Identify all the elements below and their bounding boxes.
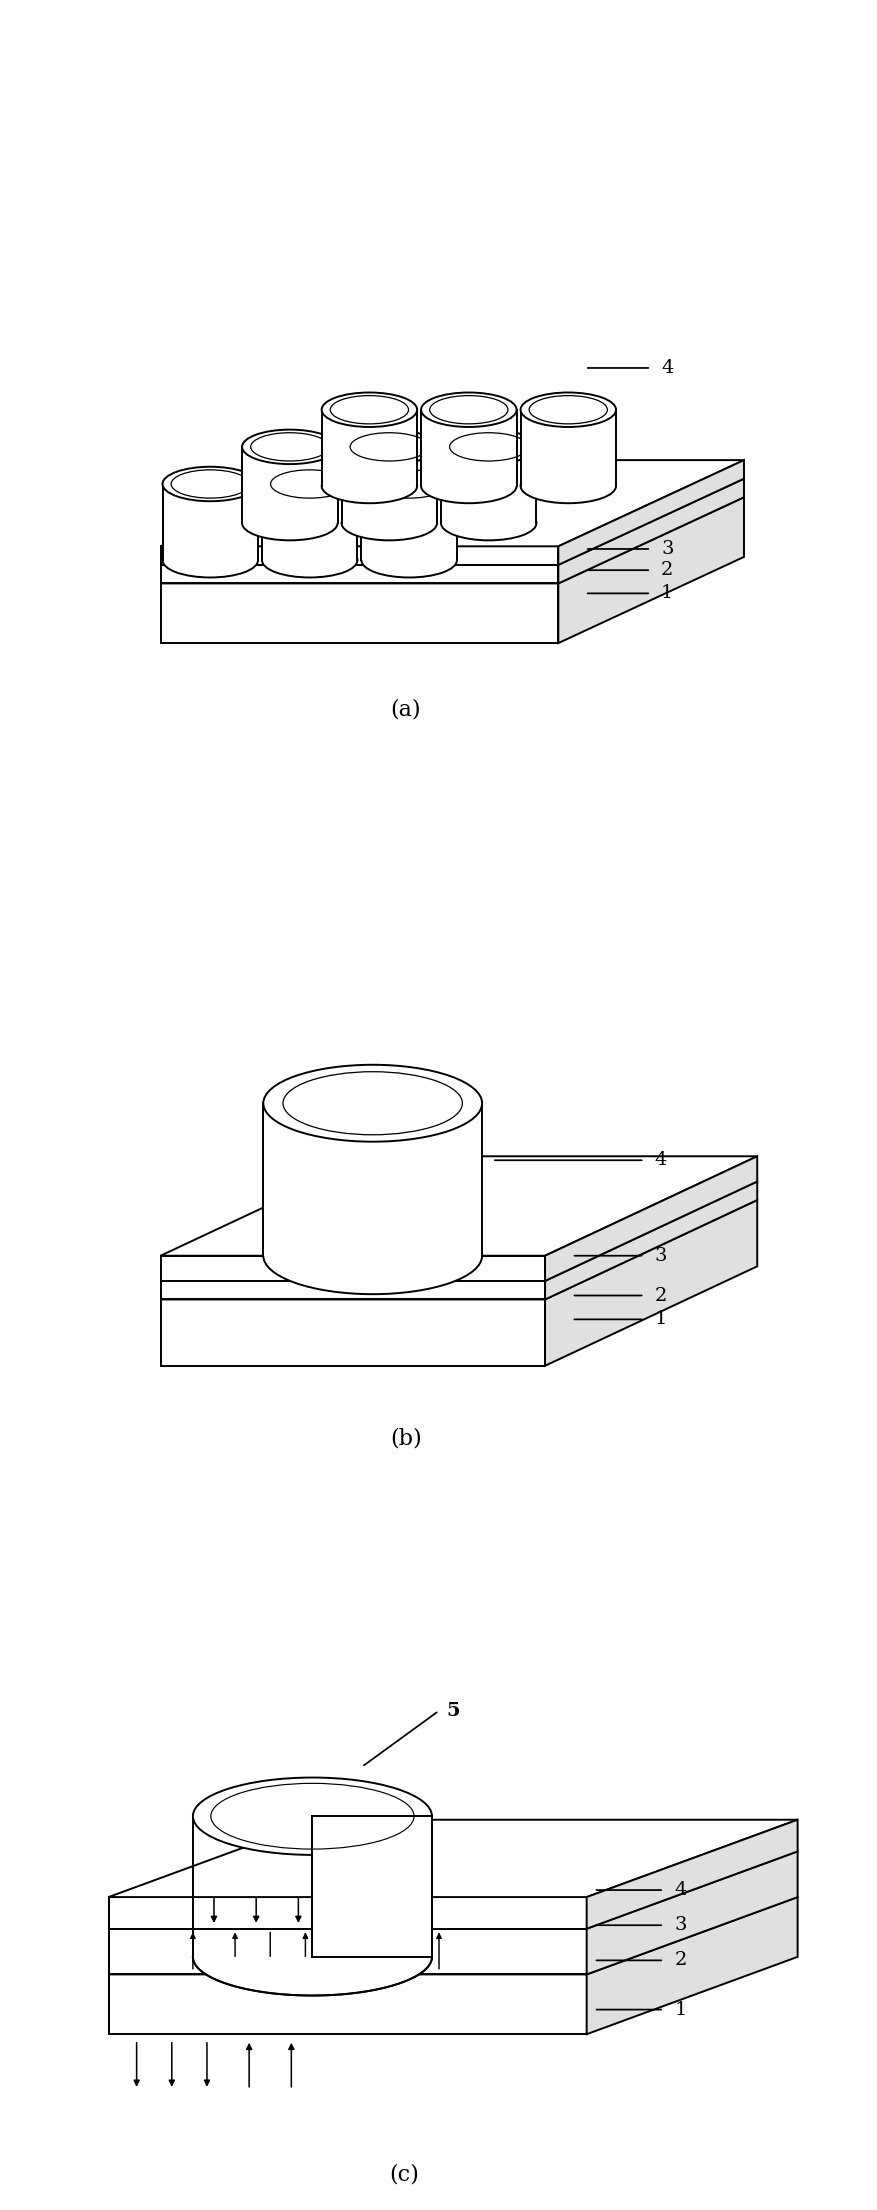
Polygon shape [586,1819,796,1929]
Ellipse shape [520,469,616,504]
Text: 5: 5 [446,1702,460,1719]
Ellipse shape [263,1065,481,1143]
Polygon shape [160,1156,756,1255]
Polygon shape [520,409,616,486]
Text: 3: 3 [674,1916,687,1934]
Ellipse shape [242,506,337,539]
Polygon shape [160,583,558,643]
Text: (b): (b) [389,1428,421,1450]
Polygon shape [160,1282,545,1299]
Text: 2: 2 [660,561,673,579]
Ellipse shape [361,544,456,577]
Ellipse shape [193,1777,431,1854]
Text: 2: 2 [653,1286,667,1304]
Text: 1: 1 [674,2000,686,2018]
Polygon shape [586,1852,796,1974]
Polygon shape [160,566,558,583]
Ellipse shape [440,429,536,464]
Polygon shape [312,1817,431,1956]
Polygon shape [341,446,437,524]
Polygon shape [193,1817,431,1996]
Polygon shape [586,1896,796,2033]
Polygon shape [109,1819,796,1896]
Polygon shape [160,460,743,546]
Polygon shape [545,1182,756,1299]
Polygon shape [545,1156,756,1282]
Ellipse shape [440,506,536,539]
Polygon shape [545,1200,756,1366]
Polygon shape [160,546,558,566]
Text: 1: 1 [660,583,673,603]
Text: 3: 3 [660,539,673,557]
Polygon shape [162,484,258,559]
Polygon shape [160,480,743,566]
Polygon shape [321,409,417,486]
Text: 2: 2 [674,1951,686,1969]
Polygon shape [109,1896,586,1929]
Ellipse shape [263,1218,481,1295]
Ellipse shape [242,429,337,464]
Polygon shape [109,1929,586,1974]
Polygon shape [261,484,357,559]
Polygon shape [558,497,743,643]
Polygon shape [160,1255,545,1282]
Ellipse shape [421,393,516,427]
Polygon shape [242,446,337,524]
Polygon shape [109,1896,796,1974]
Ellipse shape [341,506,437,539]
Polygon shape [263,1103,481,1255]
Ellipse shape [361,466,456,502]
Polygon shape [558,460,743,566]
Polygon shape [558,480,743,583]
Polygon shape [109,1852,796,1929]
Polygon shape [160,1200,756,1299]
Text: 1: 1 [653,1311,667,1328]
Ellipse shape [162,466,258,502]
Ellipse shape [261,544,357,577]
Ellipse shape [321,393,417,427]
Polygon shape [440,446,536,524]
Text: 4: 4 [660,358,673,378]
Polygon shape [361,484,456,559]
Text: (c): (c) [389,2164,418,2186]
Text: 4: 4 [674,1881,686,1898]
Ellipse shape [321,469,417,504]
Ellipse shape [421,469,516,504]
Ellipse shape [261,466,357,502]
Polygon shape [160,1299,545,1366]
Polygon shape [160,497,743,583]
Ellipse shape [341,429,437,464]
Text: 3: 3 [653,1246,667,1264]
Polygon shape [160,1182,756,1282]
Polygon shape [109,1974,586,2033]
Text: 4: 4 [653,1151,667,1169]
Ellipse shape [162,544,258,577]
Ellipse shape [520,393,616,427]
Polygon shape [421,409,516,486]
Text: (a): (a) [390,698,421,720]
